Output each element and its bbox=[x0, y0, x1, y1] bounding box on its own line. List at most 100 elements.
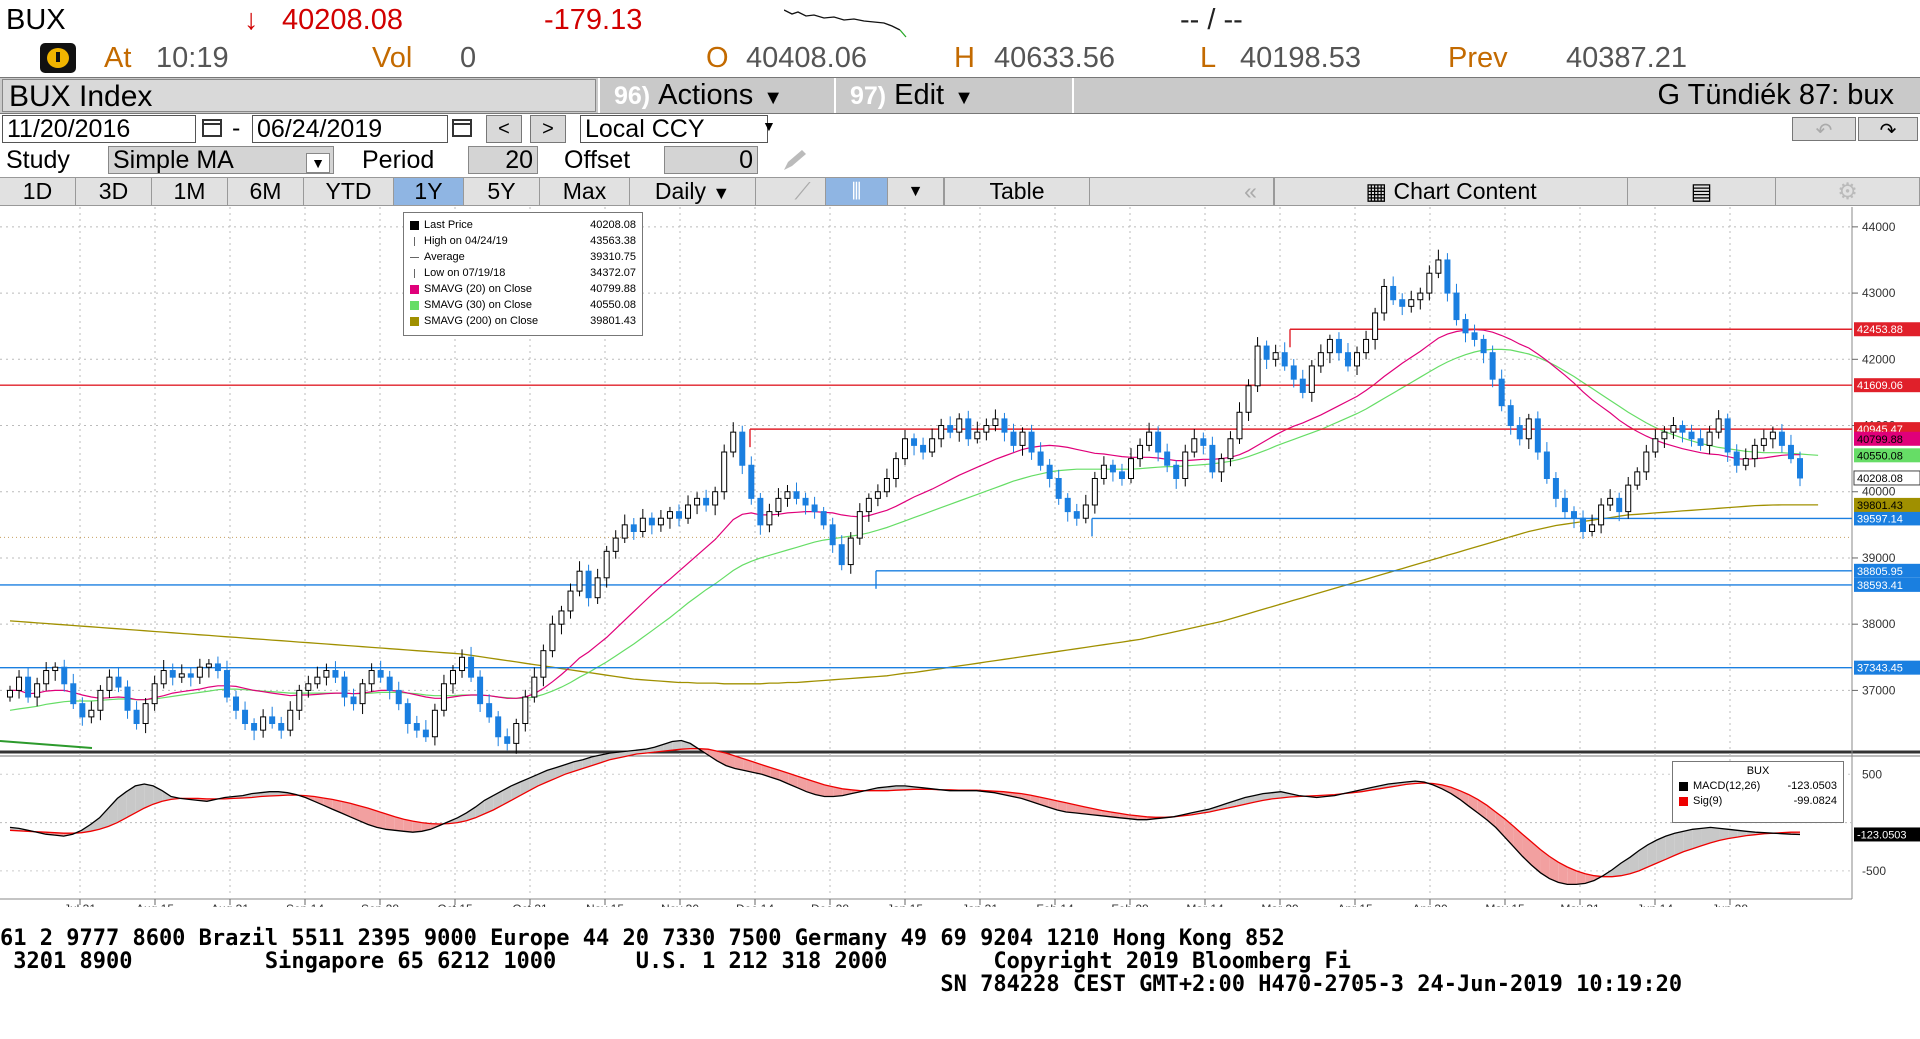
candle-body bbox=[974, 431, 981, 440]
x-tick-label: Oct 15 bbox=[437, 902, 473, 907]
start-calendar-icon[interactable] bbox=[202, 119, 222, 137]
security-name[interactable]: BUX Index bbox=[2, 79, 596, 113]
end-calendar-icon[interactable] bbox=[452, 119, 472, 137]
period-ytd-button[interactable]: YTD bbox=[304, 178, 394, 205]
period-3d-button[interactable]: 3D bbox=[76, 178, 152, 205]
candle-body bbox=[811, 504, 818, 513]
candle-body bbox=[1100, 464, 1107, 480]
candle-body bbox=[16, 676, 23, 691]
macd-fill bbox=[1549, 856, 1559, 883]
undo-button[interactable]: ↶ bbox=[1792, 117, 1856, 142]
period-5y-button[interactable]: 5Y bbox=[464, 178, 540, 205]
candle-body bbox=[1724, 418, 1731, 453]
candle-body bbox=[1064, 497, 1071, 513]
macd-fill bbox=[1567, 867, 1577, 885]
legend-row: Low on 07/19/18 34372.07 bbox=[408, 265, 638, 281]
legend-swatch bbox=[410, 221, 419, 230]
candle-body bbox=[1344, 352, 1351, 367]
frequency-select[interactable]: Daily ▼ bbox=[630, 178, 756, 205]
level-label: 42453.88 bbox=[1857, 324, 1903, 336]
collapse-icon[interactable]: « bbox=[1228, 178, 1274, 205]
edit-menu[interactable]: 97) Edit ▼ bbox=[834, 78, 1074, 113]
currency-select[interactable]: Local CCY bbox=[580, 115, 768, 143]
period-1y-button[interactable]: 1Y bbox=[394, 178, 464, 205]
gear-icon[interactable]: ⚙ bbox=[1776, 178, 1920, 205]
candle-body bbox=[1426, 272, 1433, 294]
macd-legend-title: BUX bbox=[1746, 765, 1770, 777]
study-caret-icon[interactable]: ▼ bbox=[306, 153, 330, 173]
macd-fill bbox=[681, 740, 691, 750]
x-tick-label: Mar 29 bbox=[1261, 902, 1299, 907]
macd-legend[interactable]: BUX MACD(12,26) -123.0503 Sig(9) -99.0824 bbox=[1672, 761, 1844, 823]
period-field[interactable]: 20 bbox=[468, 146, 538, 174]
period-6m-button[interactable]: 6M bbox=[228, 178, 304, 205]
time-placeholder: -- / -- bbox=[1180, 4, 1243, 36]
candle-body bbox=[1254, 345, 1261, 387]
period-1d-button[interactable]: 1D bbox=[0, 178, 76, 205]
candle-body bbox=[1037, 451, 1044, 466]
gauge-icon[interactable] bbox=[40, 43, 76, 73]
candle-body bbox=[1462, 319, 1469, 334]
candle-body bbox=[1516, 425, 1523, 440]
pencil-icon[interactable] bbox=[780, 148, 810, 174]
edit-chart-icon[interactable]: ▤ bbox=[1628, 178, 1776, 205]
end-date-field[interactable]: 06/24/2019 bbox=[252, 115, 448, 143]
legend-swatch bbox=[410, 301, 419, 310]
macd-fill bbox=[385, 813, 395, 831]
legend-row: SMAVG (200) on Close 39801.43 bbox=[408, 313, 638, 329]
macd-fill bbox=[1683, 829, 1693, 852]
candle-body bbox=[1797, 458, 1803, 479]
macd-fill bbox=[117, 791, 127, 823]
value-label: 40550.08 bbox=[1857, 450, 1903, 462]
low-value: 40198.53 bbox=[1240, 42, 1361, 74]
candle-body bbox=[1245, 385, 1252, 413]
macd-swatch bbox=[1679, 782, 1688, 791]
candle-body bbox=[1760, 438, 1767, 446]
price-legend[interactable]: Last Price 40208.08 High on 04/24/19 43563… bbox=[403, 212, 643, 336]
candle-body bbox=[558, 610, 565, 625]
candle-body bbox=[323, 670, 330, 678]
macd-fill bbox=[770, 767, 780, 781]
macd-fill bbox=[403, 819, 413, 833]
price-chart[interactable]: 4400043000420004100040000390003800037000… bbox=[0, 207, 1920, 907]
period-1m-button[interactable]: 1M bbox=[152, 178, 228, 205]
legend-row: SMAVG (20) on Close 40799.88 bbox=[408, 281, 638, 297]
macd-fill bbox=[564, 761, 574, 775]
candle-body bbox=[1697, 438, 1704, 446]
candle-body bbox=[52, 666, 59, 672]
prev-range-button[interactable]: < bbox=[486, 115, 522, 143]
candle-body bbox=[1715, 418, 1722, 433]
candle-body bbox=[133, 709, 140, 725]
macd-fill bbox=[162, 790, 172, 802]
macd-fill bbox=[788, 773, 798, 788]
candle-body bbox=[911, 438, 918, 446]
period-toolbar: 1D 3D 1M 6M YTD 1Y 5Y Max Daily ▼ ⟋ ⫴ ▼ … bbox=[0, 177, 1920, 206]
macd-fill bbox=[1075, 804, 1084, 814]
period-max-button[interactable]: Max bbox=[540, 178, 630, 205]
candle-body bbox=[748, 464, 755, 499]
chart-type-caret-icon[interactable]: ▼ bbox=[888, 178, 944, 205]
study-select[interactable]: Simple MA bbox=[108, 146, 334, 174]
start-date-field[interactable]: 11/20/2016 bbox=[2, 115, 196, 143]
actions-menu[interactable]: 96) Actions ▼ bbox=[598, 78, 834, 113]
redo-button[interactable]: ↷ bbox=[1858, 117, 1918, 142]
chart-area[interactable]: 4400043000420004100040000390003800037000… bbox=[0, 207, 1920, 907]
line-chart-button[interactable]: ⟋ bbox=[780, 178, 826, 205]
legend-value: 40550.08 bbox=[590, 299, 636, 311]
macd-fill bbox=[502, 785, 512, 806]
currency-caret-icon[interactable]: ▼ bbox=[762, 118, 776, 134]
candle-body bbox=[1263, 345, 1270, 360]
next-range-button[interactable]: > bbox=[530, 115, 566, 143]
x-tick-label: Jan 31 bbox=[962, 902, 998, 907]
x-tick-label: Nov 15 bbox=[586, 902, 624, 907]
macd-fill bbox=[314, 796, 324, 806]
macd-fill bbox=[511, 782, 521, 801]
candle-body bbox=[1471, 332, 1478, 340]
candle-body bbox=[34, 683, 41, 698]
chart-content-button[interactable]: ▦ Chart Content bbox=[1274, 178, 1628, 205]
table-button[interactable]: Table bbox=[944, 178, 1090, 205]
macd-fill bbox=[1012, 792, 1022, 799]
y-tick-label: 40000 bbox=[1862, 485, 1896, 499]
candle-chart-button[interactable]: ⫴ bbox=[826, 178, 888, 205]
offset-field[interactable]: 0 bbox=[664, 146, 758, 174]
